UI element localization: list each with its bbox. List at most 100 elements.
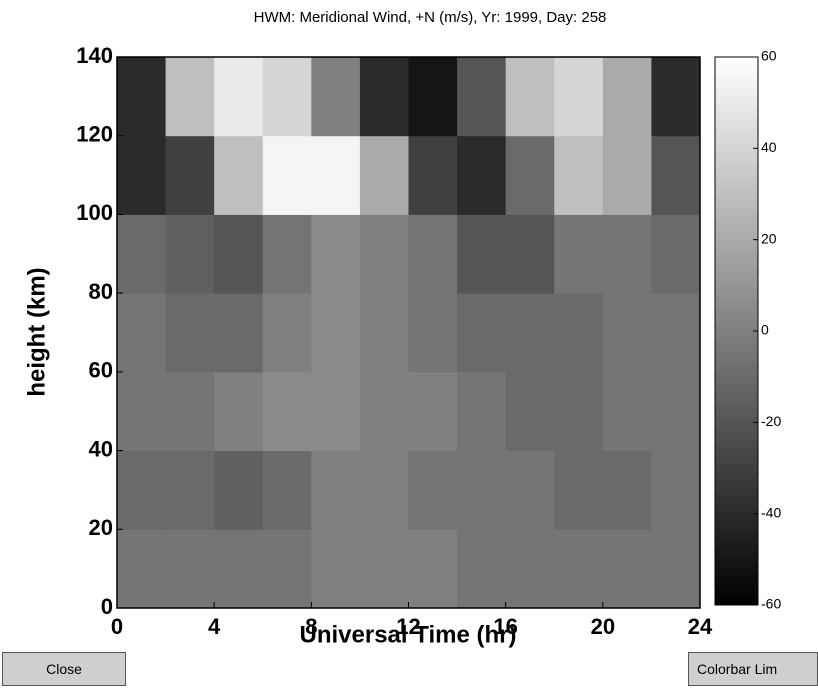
x-tick-label: 8 xyxy=(305,614,317,639)
heatmap-cell xyxy=(165,214,215,294)
heatmap-cell xyxy=(602,57,652,137)
chart-title: HWM: Meridional Wind, +N (m/s), Yr: 1999… xyxy=(254,9,607,26)
heatmap-cell xyxy=(311,450,361,530)
heatmap-cell xyxy=(311,214,361,294)
heatmap-cell xyxy=(457,293,507,373)
y-tick-label: 80 xyxy=(89,279,113,304)
y-tick-label: 20 xyxy=(89,515,113,540)
x-tick-label: 0 xyxy=(111,614,123,639)
heatmap-cell xyxy=(554,450,604,530)
heatmap-cell xyxy=(602,529,652,609)
heatmap-cell xyxy=(117,529,167,609)
heatmap-cell xyxy=(408,57,458,137)
x-tick-label: 16 xyxy=(493,614,517,639)
heatmap-cell xyxy=(214,529,264,609)
heatmap-cell xyxy=(408,293,458,373)
colorbar-tick-label: 20 xyxy=(761,230,777,246)
heatmap-cell xyxy=(651,529,701,609)
heatmap-cell xyxy=(117,135,167,215)
heatmap-cell xyxy=(262,135,312,215)
heatmap-cell xyxy=(505,450,555,530)
heatmap-cell xyxy=(117,450,167,530)
heatmap-cell xyxy=(505,529,555,609)
heatmap-cell xyxy=(262,450,312,530)
heatmap-cell xyxy=(165,371,215,452)
heatmap-cell xyxy=(408,529,458,609)
heatmap-cell xyxy=(505,57,555,137)
heatmap-cell xyxy=(554,214,604,294)
heatmap-cell xyxy=(651,214,701,294)
heatmap-cell xyxy=(408,214,458,294)
colorbar-tick-label: -60 xyxy=(761,596,781,612)
y-axis-label: height (km) xyxy=(23,267,50,396)
heatmap-cell xyxy=(602,371,652,452)
heatmap-cell xyxy=(457,371,507,452)
heatmap-cell xyxy=(214,371,264,452)
heatmap-cell xyxy=(359,450,409,530)
heatmap-cell xyxy=(602,214,652,294)
x-tick-label: 12 xyxy=(396,614,420,639)
heatmap-cell xyxy=(214,214,264,294)
y-tick-label: 40 xyxy=(89,436,113,461)
heatmap-cell xyxy=(117,293,167,373)
heatmap-cell xyxy=(165,529,215,609)
y-tick-label: 140 xyxy=(76,43,113,68)
heatmap-cell xyxy=(457,214,507,294)
y-tick-label: 120 xyxy=(76,122,113,147)
heatmap-cell xyxy=(359,371,409,452)
heatmap-cell xyxy=(602,450,652,530)
heatmap-cell xyxy=(554,371,604,452)
heatmap-cell xyxy=(602,135,652,215)
heatmap-cell xyxy=(554,57,604,137)
heatmap-cell xyxy=(554,293,604,373)
heatmap-cell xyxy=(359,529,409,609)
heatmap-cell xyxy=(554,529,604,609)
heatmap-cell xyxy=(311,529,361,609)
heatmap-cell xyxy=(214,135,264,215)
heatmap-cell xyxy=(117,371,167,452)
heatmap-cell xyxy=(262,293,312,373)
close-button[interactable]: Close xyxy=(2,652,126,686)
heatmap-cell xyxy=(311,135,361,215)
heatmap-cell xyxy=(651,135,701,215)
heatmap-cell xyxy=(505,371,555,452)
colorbar-limits-button[interactable]: Colorbar Lim xyxy=(688,652,818,686)
heatmap-cell xyxy=(117,57,167,137)
heatmap-cell xyxy=(408,135,458,215)
chart: HWM: Meridional Wind, +N (m/s), Yr: 1999… xyxy=(23,9,781,648)
heatmap-cell xyxy=(651,371,701,452)
heatmap-cell xyxy=(311,371,361,452)
heatmap-cell xyxy=(311,57,361,137)
heatmap-cell xyxy=(505,293,555,373)
y-tick-label: 100 xyxy=(76,200,113,225)
heatmap-cell xyxy=(262,214,312,294)
heatmap-cell xyxy=(262,57,312,137)
heatmap-cell xyxy=(214,450,264,530)
heatmap-cell xyxy=(214,293,264,373)
colorbar-tick-label: 40 xyxy=(761,139,777,155)
heatmap-cell xyxy=(359,293,409,373)
heatmap-cell xyxy=(408,450,458,530)
colorbar-tick-label: -40 xyxy=(761,504,781,520)
heatmap-cell xyxy=(457,529,507,609)
colorbar-tick-label: 0 xyxy=(761,322,769,338)
heatmap-cell xyxy=(359,57,409,137)
heatmap-cell xyxy=(505,214,555,294)
x-tick-label: 24 xyxy=(688,614,713,639)
heatmap-cell xyxy=(554,135,604,215)
heatmap-cell xyxy=(457,135,507,215)
colorbar-tick-label: 60 xyxy=(761,48,777,64)
x-axis-label: Universal Time (hr) xyxy=(300,621,517,648)
x-tick-label: 20 xyxy=(591,614,615,639)
x-tick-label: 4 xyxy=(208,614,221,639)
heatmap-cell xyxy=(165,135,215,215)
heatmap-cell xyxy=(262,371,312,452)
y-tick-label: 0 xyxy=(101,594,113,619)
heatmap-cell xyxy=(165,293,215,373)
colorbar-tick-label: -20 xyxy=(761,413,781,429)
heatmap-cell xyxy=(359,214,409,294)
heatmap-cell xyxy=(651,450,701,530)
heatmap-cell xyxy=(117,214,167,294)
heatmap-cell xyxy=(505,135,555,215)
